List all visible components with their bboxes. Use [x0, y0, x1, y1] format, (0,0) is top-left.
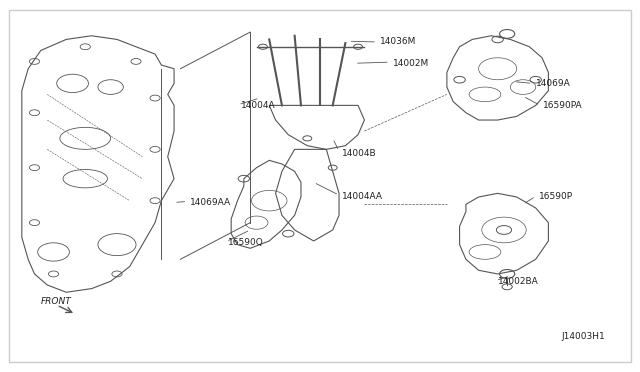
Text: 14069A: 14069A [536, 79, 570, 88]
Text: 16590Q: 16590Q [228, 238, 264, 247]
Text: 14036M: 14036M [380, 37, 417, 46]
Text: 16590P: 16590P [539, 192, 573, 202]
Text: 14004AA: 14004AA [342, 192, 383, 202]
Text: 14069AA: 14069AA [190, 198, 231, 207]
Text: 16590PA: 16590PA [543, 101, 583, 110]
Text: 14004A: 14004A [241, 101, 275, 110]
Text: 14002M: 14002M [393, 59, 429, 68]
Text: 14004B: 14004B [342, 148, 377, 157]
Text: 14002BA: 14002BA [498, 277, 538, 286]
Text: FRONT: FRONT [41, 297, 72, 306]
Text: J14003H1: J14003H1 [561, 332, 605, 341]
